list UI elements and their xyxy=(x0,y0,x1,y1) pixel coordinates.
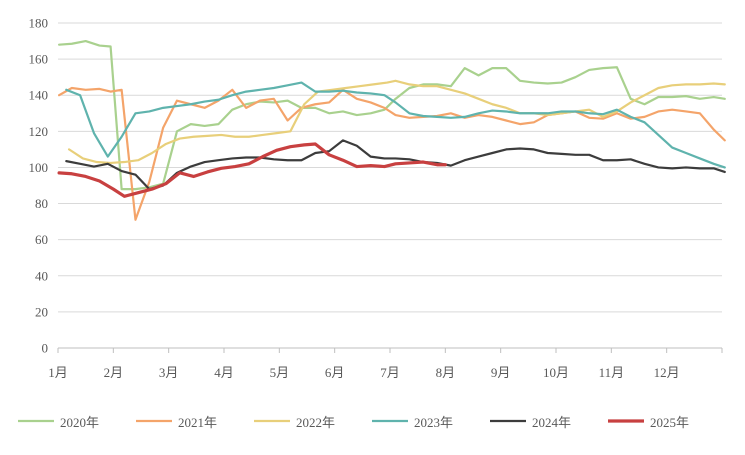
y-tick-label: 0 xyxy=(42,341,49,356)
y-tick-label: 140 xyxy=(29,88,49,103)
legend-label: 2023年 xyxy=(414,415,453,430)
x-tick-label: 4月 xyxy=(214,365,234,380)
series-line-2021年 xyxy=(58,86,726,221)
legend-label: 2022年 xyxy=(296,415,335,430)
legend-label: 2021年 xyxy=(178,415,217,430)
y-tick-label: 40 xyxy=(35,268,48,283)
x-tick-label: 5月 xyxy=(270,365,290,380)
x-tick-label: 9月 xyxy=(491,365,511,380)
legend-label: 2020年 xyxy=(60,415,99,430)
x-tick-label: 1月 xyxy=(48,365,68,380)
legend-label: 2024年 xyxy=(532,415,571,430)
x-tick-label: 3月 xyxy=(159,365,179,380)
x-tick-label: 6月 xyxy=(325,365,345,380)
x-tick-label: 7月 xyxy=(380,365,400,380)
series-line-2024年 xyxy=(65,139,726,191)
x-tick-label: 11月 xyxy=(599,365,625,380)
y-tick-label: 20 xyxy=(35,304,48,319)
y-tick-label: 80 xyxy=(35,196,48,211)
y-tick-label: 120 xyxy=(29,124,49,139)
x-tick-label: 8月 xyxy=(436,365,456,380)
y-tick-label: 160 xyxy=(29,52,49,67)
x-tick-label: 2月 xyxy=(104,365,124,380)
series-line-2025年 xyxy=(57,142,447,198)
legend-label: 2025年 xyxy=(650,415,689,430)
y-tick-label: 60 xyxy=(35,232,48,247)
x-tick-label: 12月 xyxy=(654,365,680,380)
series-line-2023年 xyxy=(65,81,726,169)
x-tick-label: 10月 xyxy=(543,365,569,380)
y-tick-label: 180 xyxy=(29,16,49,31)
y-tick-label: 100 xyxy=(29,160,49,175)
series-line-2022年 xyxy=(67,79,726,165)
series-line-2020年 xyxy=(58,39,726,191)
